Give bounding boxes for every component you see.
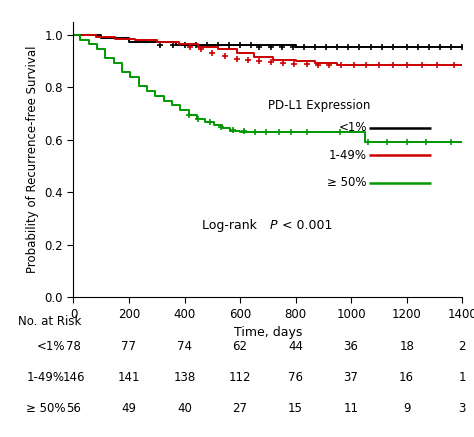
Text: 44: 44 [288, 340, 303, 353]
Text: 16: 16 [399, 371, 414, 384]
Text: 2: 2 [458, 340, 466, 353]
Text: 1-49%: 1-49% [329, 149, 367, 162]
Text: 146: 146 [62, 371, 85, 384]
Text: P: P [270, 219, 277, 232]
Text: 62: 62 [233, 340, 247, 353]
Text: 74: 74 [177, 340, 192, 353]
Text: < 0.001: < 0.001 [277, 219, 332, 232]
Text: 36: 36 [344, 340, 358, 353]
Text: 18: 18 [399, 340, 414, 353]
Text: 37: 37 [344, 371, 358, 384]
Text: 56: 56 [66, 402, 81, 416]
Text: 40: 40 [177, 402, 192, 416]
Text: 141: 141 [118, 371, 140, 384]
Text: 1-49%: 1-49% [27, 371, 65, 384]
Text: 27: 27 [233, 402, 247, 416]
Text: 1: 1 [458, 371, 466, 384]
Text: 11: 11 [344, 402, 359, 416]
Text: 112: 112 [229, 371, 251, 384]
Text: PD-L1 Expression: PD-L1 Expression [268, 99, 370, 112]
Text: 3: 3 [458, 402, 466, 416]
Text: 138: 138 [173, 371, 196, 384]
Text: ≥ 50%: ≥ 50% [328, 177, 367, 189]
X-axis label: Time, days: Time, days [234, 326, 302, 339]
Text: 15: 15 [288, 402, 303, 416]
Text: 77: 77 [121, 340, 137, 353]
Text: 76: 76 [288, 371, 303, 384]
Text: No. at Risk: No. at Risk [18, 315, 82, 328]
Text: ≥ 50%: ≥ 50% [26, 402, 65, 416]
Text: 49: 49 [121, 402, 137, 416]
Text: Log-rank: Log-rank [202, 219, 261, 232]
Text: <1%: <1% [36, 340, 65, 353]
Text: 9: 9 [403, 402, 410, 416]
Text: 78: 78 [66, 340, 81, 353]
Text: <1%: <1% [338, 121, 367, 134]
Y-axis label: Probability of Recurrence-free Survival: Probability of Recurrence-free Survival [26, 46, 39, 273]
